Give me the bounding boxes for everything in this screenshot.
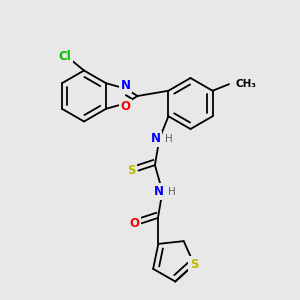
Text: O: O (130, 217, 140, 230)
Text: CH₃: CH₃ (236, 79, 257, 89)
Text: O: O (121, 100, 130, 113)
Text: N: N (151, 132, 161, 145)
Text: S: S (190, 258, 198, 271)
Text: N: N (154, 185, 164, 198)
Text: H: H (168, 187, 176, 196)
Text: N: N (121, 79, 130, 92)
Text: S: S (127, 164, 135, 177)
Text: Cl: Cl (58, 50, 71, 64)
Text: H: H (165, 134, 173, 144)
